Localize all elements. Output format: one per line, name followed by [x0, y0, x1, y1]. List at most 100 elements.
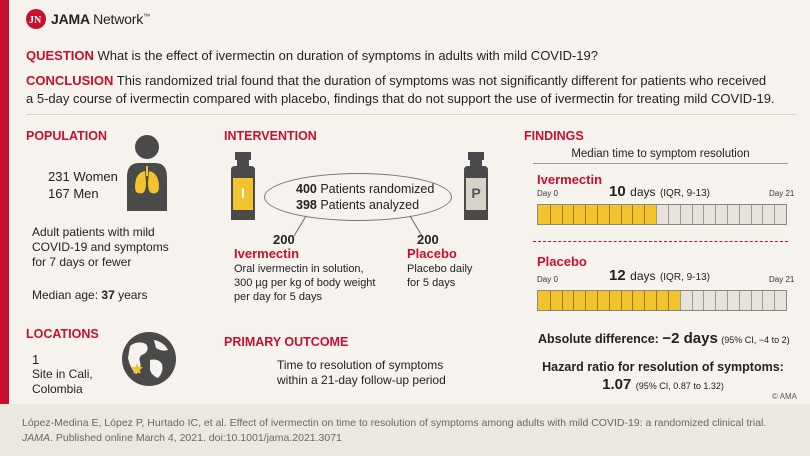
locations-text: 1 Site in Cali, Colombia — [32, 352, 93, 397]
day-tick — [703, 291, 705, 310]
day-tick — [703, 205, 705, 224]
person-lungs-icon — [123, 133, 171, 216]
citation-footer — [0, 404, 810, 456]
question-label: QUESTION — [26, 48, 94, 63]
citation-line-2-rest: . Published online March 4, 2021. doi:10… — [50, 432, 342, 444]
day-tick — [774, 205, 776, 224]
placebo-result: 12 days (IQR, 9-13) — [609, 267, 710, 285]
day-tick — [608, 291, 610, 310]
citation-line-2: JAMA. Published online March 4, 2021. do… — [22, 432, 342, 444]
placebo-day0: Day 0 — [537, 275, 558, 284]
placebo-vial-icon — [460, 152, 492, 227]
ivermectin-vial-label: I — [241, 185, 245, 201]
question-text: What is the effect of ivermectin on dura… — [97, 48, 598, 63]
median-age-value: 37 — [101, 288, 115, 302]
placebo-desc-2: for 5 days — [407, 277, 456, 289]
randomized-label: Patients randomized — [320, 182, 435, 196]
women-stat: 231 Women — [48, 169, 118, 184]
placebo-arm-desc: Placebo daily for 5 days — [407, 262, 472, 290]
ivermectin-days-value: 10 — [609, 183, 626, 200]
day-tick — [561, 291, 563, 310]
citation-line-1: López-Medina E, López P, Hurtado IC, et … — [22, 417, 767, 429]
jn-logo-icon: JN — [26, 9, 46, 29]
men-stat: 167 Men — [48, 186, 99, 201]
section-divider — [26, 114, 796, 115]
population-desc-3: for 7 days or fewer — [32, 255, 132, 269]
placebo-desc-1: Placebo daily — [407, 263, 473, 275]
population-desc-1: Adult patients with mild — [32, 225, 155, 239]
placebo-bar — [537, 290, 787, 311]
findings-heading: FINDINGS — [524, 129, 584, 143]
median-age-unit: years — [118, 288, 148, 302]
allocation-lines — [293, 215, 423, 237]
analyzed-line: 398 Patients analyzed — [296, 198, 419, 212]
findings-subheading-rule — [533, 163, 788, 164]
day-tick — [573, 205, 575, 224]
ivermectin-day21: Day 21 — [769, 189, 795, 198]
day-tick — [573, 291, 575, 310]
day-tick — [691, 291, 693, 310]
trademark: ™ — [143, 13, 150, 21]
locations-line-1: Site in Cali, — [32, 367, 93, 381]
placebo-arm-name: Placebo — [407, 246, 457, 261]
men-count: 167 — [48, 186, 70, 201]
day-tick — [691, 205, 693, 224]
women-count: 231 — [48, 169, 70, 184]
conclusion-label: CONCLUSION — [26, 73, 114, 88]
hazard-ratio: 1.07 (95% CI, 0.87 to 1.32) — [538, 376, 788, 394]
population-description: Adult patients with mild COVID-19 and sy… — [32, 225, 169, 270]
placebo-n: 200 — [417, 232, 439, 247]
population-heading: POPULATION — [26, 129, 108, 143]
ivermectin-desc-2: 300 µg per kg of body weight — [234, 277, 376, 289]
day-tick — [715, 291, 717, 310]
day-tick — [597, 205, 599, 224]
day-tick — [549, 291, 551, 310]
hazard-ratio-ci: (95% CI, 0.87 to 1.32) — [635, 381, 724, 391]
locations-count: 1 — [32, 352, 40, 367]
day-tick — [667, 291, 669, 310]
day-tick — [620, 205, 622, 224]
day-tick — [667, 205, 669, 224]
ivermectin-arm-name: Ivermectin — [234, 246, 300, 261]
day-tick — [632, 205, 634, 224]
randomized-line: 400 Patients randomized — [296, 182, 434, 196]
day-tick — [585, 205, 587, 224]
ivermectin-desc-3: per day for 5 days — [234, 291, 323, 303]
placebo-iqr: (IQR, 9-13) — [659, 272, 710, 283]
day-tick — [656, 205, 658, 224]
primary-outcome-line-1: Time to resolution of symptoms — [277, 358, 444, 372]
findings-separator — [533, 241, 788, 242]
absolute-difference-label: Absolute difference: — [538, 332, 659, 346]
absolute-difference-ci: (95% CI, −4 to 2) — [721, 335, 790, 345]
locations-heading: LOCATIONS — [26, 327, 99, 341]
ivermectin-day0: Day 0 — [537, 189, 558, 198]
ivermectin-desc-1: Oral ivermectin in solution, — [234, 263, 364, 275]
globe-icon — [120, 330, 178, 393]
day-tick — [750, 205, 752, 224]
svg-text:JN: JN — [29, 15, 42, 25]
absolute-difference-value: −2 days — [662, 330, 718, 347]
day-tick — [597, 291, 599, 310]
brand-network: Network — [93, 11, 144, 27]
copyright: © AMA — [772, 392, 798, 401]
ivermectin-vial-icon — [227, 152, 259, 227]
placebo-days-value: 12 — [609, 267, 626, 284]
day-tick — [762, 205, 764, 224]
primary-outcome-text: Time to resolution of symptoms within a … — [277, 358, 446, 388]
hazard-ratio-label: Hazard ratio for resolution of symptoms: — [542, 360, 784, 374]
men-label: Men — [73, 186, 99, 201]
primary-outcome-heading: PRIMARY OUTCOME — [224, 335, 349, 349]
ivermectin-iqr: (IQR, 9-13) — [659, 188, 710, 199]
day-tick — [644, 291, 646, 310]
jama-network-logo[interactable]: JN JAMA Network™ — [26, 9, 150, 29]
day-tick — [726, 205, 728, 224]
conclusion-text-1: This randomized trial found that the dur… — [116, 73, 767, 88]
population-desc-2: COVID-19 and symptoms — [32, 240, 169, 254]
randomization-ellipse — [264, 173, 452, 221]
day-tick — [774, 291, 776, 310]
day-tick — [561, 205, 563, 224]
median-age: Median age: 37 years — [32, 288, 147, 302]
conclusion-line-1: CONCLUSION This randomized trial found t… — [26, 73, 766, 88]
analyzed-count: 398 — [296, 198, 317, 212]
day-tick — [726, 291, 728, 310]
